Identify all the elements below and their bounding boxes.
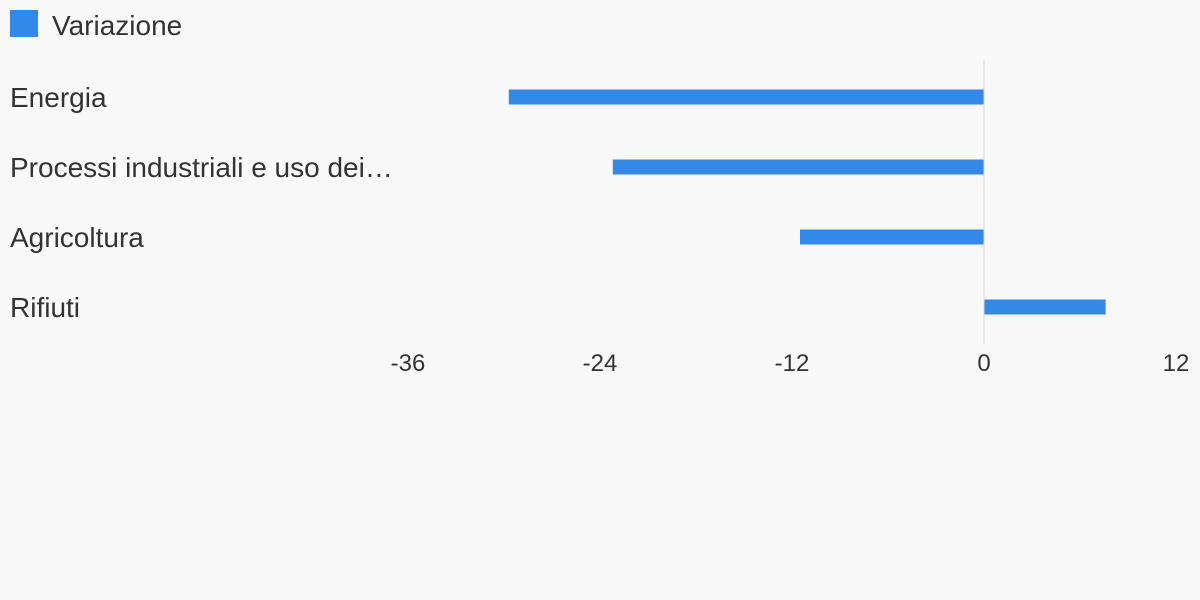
category-label: Energia bbox=[10, 82, 107, 113]
x-tick-label: 12 bbox=[1163, 350, 1190, 377]
x-tick-label: -12 bbox=[775, 350, 810, 377]
bar bbox=[800, 229, 984, 245]
category-label: Rifiuti bbox=[10, 292, 80, 323]
bar bbox=[508, 89, 984, 105]
legend-label: Variazione bbox=[52, 10, 182, 41]
x-tick-label: -24 bbox=[583, 350, 618, 377]
legend-swatch bbox=[10, 10, 38, 37]
category-labels: Energia Processi industriali e uso dei… Ag… bbox=[10, 82, 393, 323]
bar bbox=[984, 299, 1106, 315]
x-tick-label: -36 bbox=[391, 350, 426, 377]
x-axis-tick-labels: -36 -24 -12 0 12 bbox=[391, 350, 1190, 377]
legend: Variazione bbox=[10, 10, 182, 41]
bars bbox=[508, 89, 1106, 315]
category-label: Agricoltura bbox=[10, 222, 144, 253]
x-tick-label: 0 bbox=[977, 350, 990, 377]
category-label: Processi industriali e uso dei… bbox=[10, 152, 393, 183]
bar bbox=[612, 159, 984, 175]
